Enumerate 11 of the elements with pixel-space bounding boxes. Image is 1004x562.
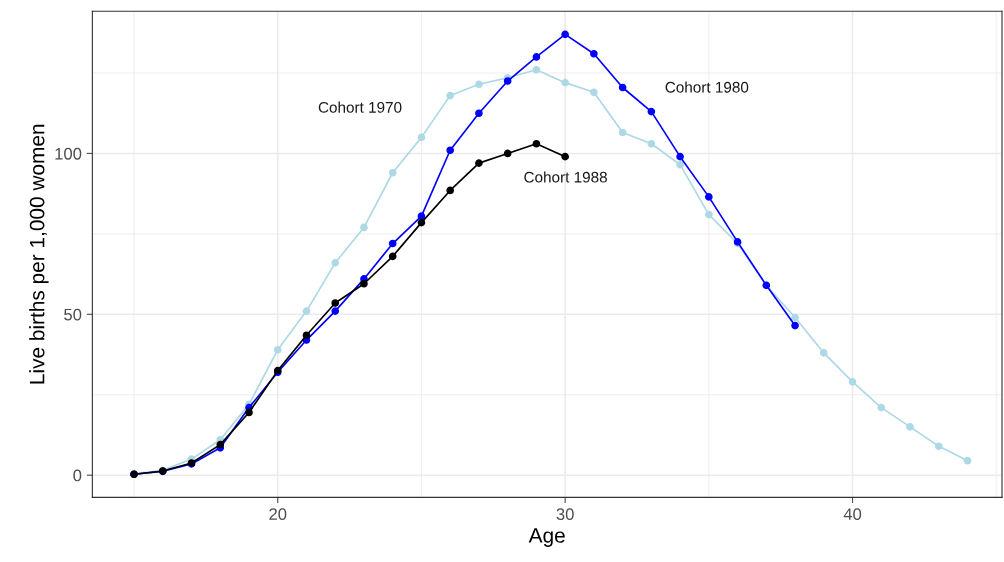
y-tick-label: 100: [55, 147, 82, 160]
x-axis-title: Age: [528, 528, 565, 547]
y-axis-title: Live births per 1,000 women: [29, 124, 49, 384]
x-tick-label: 30: [556, 508, 574, 521]
y-tick-label: 50: [64, 308, 82, 321]
series-label: Cohort 1980: [665, 81, 749, 93]
series-label: Cohort 1988: [524, 171, 607, 183]
series-label: Cohort 1970: [318, 101, 402, 113]
y-tick-label: 0: [73, 469, 82, 482]
x-tick-label: 20: [269, 508, 287, 521]
x-tick-label: 40: [843, 508, 862, 521]
